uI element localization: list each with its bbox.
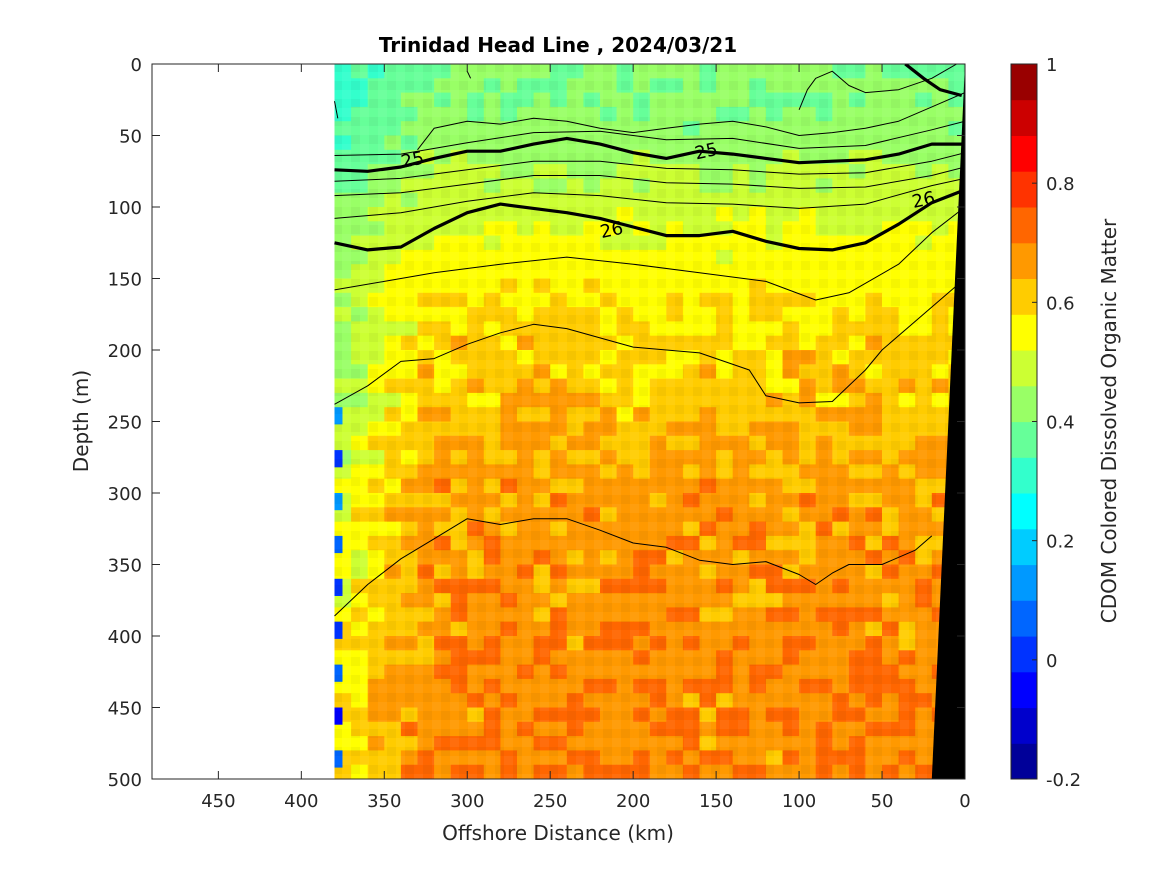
y-tick-label: 250: [108, 413, 142, 434]
colorbar-tick-label: 0: [1046, 651, 1057, 672]
colorbar-segment: [1011, 743, 1037, 780]
y-tick-label: 50: [119, 127, 142, 148]
contour-label-26: 26: [598, 218, 625, 243]
cdom-field: [334, 64, 965, 779]
colorbar-segment: [1011, 564, 1037, 601]
y-tick-label: 0: [131, 55, 142, 76]
colorbar-tick-label: 0.8: [1046, 174, 1075, 195]
colorbar-segment: [1011, 207, 1037, 244]
colorbar-tick-label: 0.4: [1046, 413, 1075, 434]
colorbar-segment: [1011, 242, 1037, 279]
colorbar-segment: [1011, 671, 1037, 709]
x-tick-label: 150: [699, 791, 733, 812]
density-contour: [334, 120, 965, 156]
contour-label-25: 25: [693, 139, 720, 164]
density-contour: [798, 64, 957, 110]
cdom-texture: [334, 64, 965, 779]
x-tick-label: 100: [782, 791, 816, 812]
x-tick-label: 400: [284, 791, 318, 812]
density-contour: [334, 101, 339, 119]
y-tick-label: 350: [108, 556, 142, 577]
density-contour: [334, 518, 933, 617]
colorbar-segment: [1011, 636, 1037, 673]
x-tick-label: 200: [616, 791, 650, 812]
x-tick-label: 450: [201, 791, 235, 812]
density-contour: [417, 92, 965, 151]
density-contour: [904, 64, 963, 98]
colorbar-tick-label: 0.2: [1046, 532, 1075, 553]
y-tick-label: 100: [108, 198, 142, 219]
colorbar-segment: [1011, 600, 1037, 637]
x-tick-label: 0: [959, 791, 970, 812]
density-contour: [334, 152, 965, 182]
x-axis: 450 400 350 300 250 200 150 100 50 0: [201, 64, 971, 812]
colorbar-segment: [1011, 707, 1037, 744]
colorbar-segment: [1011, 64, 1037, 101]
colorbar-segment: [1011, 493, 1037, 530]
colorbar-segment: [1011, 278, 1037, 315]
density-contour: [466, 70, 472, 79]
density-contour-26: [334, 188, 965, 252]
colorbar-segment: [1011, 314, 1037, 351]
x-tick-label: 50: [871, 791, 894, 812]
colorbar-segment: [1011, 350, 1037, 387]
colorbar-segment: [1011, 385, 1037, 423]
seafloor: [931, 64, 965, 779]
density-contour-25: [334, 136, 965, 173]
y-tick-label: 400: [108, 627, 142, 648]
x-tick-label: 250: [533, 791, 567, 812]
colorbar-segment: [1011, 171, 1037, 208]
colorbar-segment: [1011, 528, 1037, 566]
x-tick-label: 350: [367, 791, 401, 812]
x-tick-label: 300: [450, 791, 484, 812]
density-contour: [334, 278, 965, 405]
y-tick-label: 200: [108, 341, 142, 362]
chart-title: Trinidad Head Line , 2024/03/21: [379, 33, 737, 57]
colorbar-segment: [1011, 135, 1037, 172]
contour-label-26: 26: [910, 188, 937, 213]
colorbar: 1 0.8 0.6 0.4 0.2 0 -0.2: [1010, 55, 1081, 791]
colorbar-tick-label: -0.2: [1046, 770, 1081, 791]
y-tick-label: 450: [108, 699, 142, 720]
colorbar-label: CDOM Colored Dissolved Organic Matter: [1097, 218, 1121, 623]
y-axis-label: Depth (m): [69, 370, 93, 472]
density-contour: [334, 166, 965, 197]
seafloor-shelf: [931, 64, 965, 779]
y-tick-label: 500: [108, 770, 142, 791]
y-axis: 0 50 100 150 200 250 300 350 400 450 500: [108, 55, 965, 791]
colorbar-segment: [1011, 99, 1037, 136]
y-tick-label: 150: [108, 270, 142, 291]
y-tick-label: 300: [108, 484, 142, 505]
x-axis-label: Offshore Distance (km): [442, 821, 674, 845]
colorbar-segment: [1011, 457, 1037, 494]
density-contour: [334, 177, 965, 219]
colorbar-tick-label: 0.6: [1046, 293, 1075, 314]
density-contour: [334, 206, 965, 301]
colorbar-segment: [1011, 421, 1037, 458]
colorbar-tick-label: 1: [1046, 55, 1057, 76]
